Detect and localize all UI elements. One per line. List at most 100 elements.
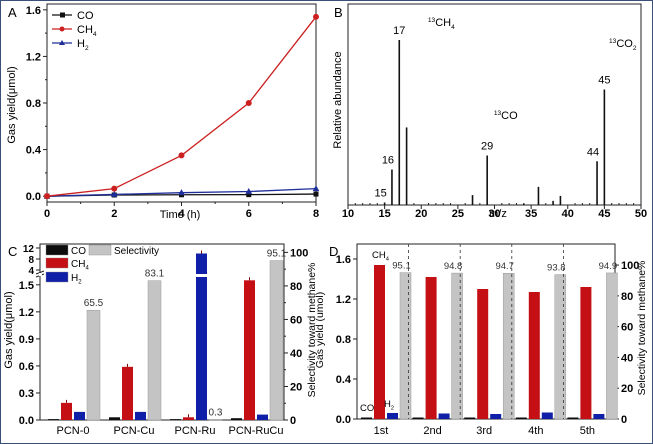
panel-d-bar-selectivity (554, 274, 567, 420)
panel-c-ylabel: Gas yield(μmol) (3, 291, 15, 368)
panel-d-bar-h2 (593, 414, 605, 419)
panel-d-bar-h2 (490, 414, 502, 419)
panel-a-legend-label-main: CH (77, 24, 93, 36)
panel-c-legend-swatch (45, 257, 69, 269)
panel-d-ytick-right-label: 100 (621, 260, 639, 272)
panel-b-xtick-label: 25 (452, 208, 464, 220)
panel-d-ytick-label: 0.4 (336, 374, 352, 386)
panel-a-legend-marker (59, 40, 65, 45)
panel-d-ytick-label: 0.8 (336, 334, 351, 346)
panel-d-category-label: 3rd (476, 425, 492, 437)
panel-a-point-ch4 (44, 193, 50, 200)
panel-d-ytick-label: 1.6 (336, 254, 351, 266)
panel-c-category-label: PCN-Cu (114, 425, 155, 437)
panel-c-category-label: PCN-Ru (175, 425, 216, 437)
panel-a-point-ch4 (245, 100, 252, 106)
panel-label-d: D (329, 244, 338, 259)
panel-d-bar-ch4 (425, 277, 437, 419)
panel-b-annotation-sub: 4 (451, 24, 455, 31)
panel-d-ylabel-right: Selectivity toward methane% (636, 261, 648, 396)
panel-a-point-ch4 (313, 13, 319, 20)
panel-a-legend-marker (59, 26, 65, 32)
panel-b-peak-label: 15 (375, 188, 387, 200)
panel-a-ytick-label: 0.0 (26, 191, 41, 203)
panel-b-annotation-iso: 13 (609, 38, 617, 45)
panel-c-ytick-right-label: 80 (290, 281, 302, 293)
panel-c-ytick-label: 8 (28, 255, 34, 266)
panel-d-bar-ch4 (374, 265, 385, 419)
panel-a-legend-label-sub: 4 (93, 31, 97, 38)
panel-a-xtick-label: 2 (111, 208, 117, 220)
panel-b-annotation-iso: 13 (494, 110, 502, 117)
panel-a-ytick-label: 0.8 (26, 98, 41, 110)
panel-d-bar-co (515, 417, 527, 419)
panel-b-xtick-label: 20 (415, 208, 427, 220)
panel-c-bar-selectivity (147, 280, 162, 421)
panel-d-category-label: 1st (374, 425, 389, 437)
panel-b-annotation: 13CH4 (428, 17, 455, 31)
panel-c-ytick-label: 0.9 (19, 334, 34, 346)
panel-a-point-h2 (110, 190, 118, 197)
panel-c-bar-h2 (135, 411, 146, 420)
panel-d-selectivity-label: 94.9 (599, 261, 618, 272)
panel-d-bar-h2 (438, 413, 450, 419)
panel-d-inline-label-co: CO (360, 403, 374, 414)
panel-d-selectivity-label: 93.8 (547, 263, 566, 274)
panel-c-ytick-right-label: 20 (290, 381, 302, 393)
panel-a-ylabel: Gas yield(μmol) (6, 66, 18, 143)
panel-b-peak-label: 45 (598, 75, 610, 87)
panel-c-selectivity-label: 95.1 (267, 249, 287, 260)
panel-d-inline-label-co-main: CO (360, 403, 374, 414)
panel-c-legend-label: Selectivity (114, 246, 159, 257)
panel-a-point-h2 (312, 185, 320, 192)
panel-d-ytick-right-label: 0 (621, 414, 627, 426)
panel-c-bar-co (48, 419, 59, 420)
panel-d-ytick-right-label: 80 (621, 291, 633, 303)
panel-c-ytick-label: 12 (23, 244, 35, 255)
panel-c-ytick-right-label: 0 (290, 415, 296, 427)
panel-a-point-co (246, 192, 252, 198)
panel-a-legend-marker (60, 12, 65, 18)
panel-b-annotation: 13CO2 (609, 38, 637, 52)
panel-c-ytick-label: 0.0 (19, 415, 34, 427)
panel-d-ylabel: Gas yield (umol) (314, 292, 326, 368)
panel-d-bar-ch4 (528, 292, 540, 419)
panel-c-bar-selectivity (208, 419, 223, 421)
panel-c-bar-selectivity (269, 260, 284, 421)
panel-c-bar-co (231, 418, 242, 420)
panel-d-bar-h2 (387, 413, 398, 419)
panel-b-annotation-main: CO (501, 110, 518, 122)
panel-c-bar-h2 (74, 411, 85, 420)
panel-d-selectivity-label: 94.7 (495, 261, 514, 272)
panel-c-legend-label-main: Selectivity (114, 246, 159, 257)
panel-c-ytick-right-label: 60 (290, 314, 302, 326)
panel-b-xtick-label: 45 (598, 208, 610, 220)
panel-b-xtick-label: 15 (379, 208, 391, 220)
panel-c: C Gas yield(μmol) Selectivity toward met… (3, 243, 318, 437)
panel-d-inline-label-h2-sub: 2 (391, 405, 394, 411)
panel-b-annotation-main: CO (616, 38, 633, 50)
panel-d-category-label: 4th (528, 425, 543, 437)
panel-c-selectivity-label: 0.3 (209, 407, 223, 418)
panel-d-bar-co (464, 417, 476, 419)
panel-c-ytick-label: 0.6 (19, 361, 34, 373)
panel-c-legend-label-main: CH (71, 259, 85, 270)
panel-a-legend-label-main: H (77, 38, 85, 50)
panel-d-ytick-right-label: 20 (621, 383, 633, 395)
panel-a-point-h2 (245, 188, 253, 195)
panel-a-legend-label-sub: 2 (85, 45, 89, 52)
panel-a-legend-label: CO (77, 10, 94, 22)
panel-c-bar-co (109, 417, 120, 420)
panel-c-ytick-right-label: 100 (290, 247, 308, 259)
panel-b-xtick-label: 40 (562, 208, 574, 220)
panel-d-inline-label-h2: H2 (384, 399, 394, 411)
panel-c-ytick-label: 1.2 (19, 307, 34, 319)
panel-c-ylabel-right: Selectivity toward methane% (306, 263, 318, 398)
panel-b-annotation-sub: 2 (633, 45, 637, 52)
panel-b-xlabel: m/z (489, 208, 507, 220)
panel-a-xlabel: Time (h) (160, 209, 201, 221)
panel-c-ytick-label: 4 (28, 266, 34, 277)
panel-b-annotation-main: CH (435, 17, 451, 29)
panel-d-ytick-right-label: 40 (621, 352, 633, 364)
panel-a-point-co (313, 191, 319, 197)
